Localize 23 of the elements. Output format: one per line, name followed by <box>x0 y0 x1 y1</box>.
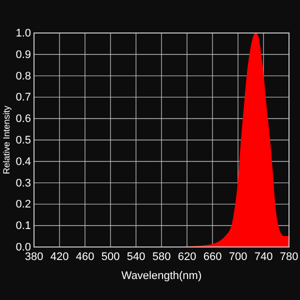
x-tick-label: 740 <box>254 250 273 263</box>
x-tick-label: 700 <box>228 250 248 263</box>
x-tick-label: 420 <box>50 250 69 263</box>
x-tick-label: 660 <box>203 250 222 263</box>
y-tick-label: 0.4 <box>16 156 31 168</box>
y-tick-label: 0.5 <box>16 134 31 147</box>
x-tick-label: 500 <box>101 250 120 263</box>
y-axis-title: Relative Intensity <box>1 105 12 174</box>
y-tick-label: 0.9 <box>16 48 31 61</box>
x-axis-title: Wavelength(nm) <box>121 270 202 282</box>
x-tick-label: 580 <box>152 250 171 263</box>
x-tick-label: 780 <box>280 250 298 263</box>
x-tick-label: 460 <box>76 250 94 263</box>
y-tick-label: 0.8 <box>16 70 31 82</box>
y-tick-label: 0.2 <box>16 198 31 211</box>
x-tick-label: 380 <box>24 250 44 263</box>
y-tick-label: 1.0 <box>16 28 31 40</box>
y-tick-label: 0.1 <box>16 220 31 232</box>
y-tick-label: 0.7 <box>16 92 31 104</box>
x-tick-label: 540 <box>126 250 146 263</box>
x-tick-label: 620 <box>178 250 196 263</box>
y-tick-label: 0.3 <box>16 177 31 190</box>
y-tick-label: 0.6 <box>16 113 31 126</box>
